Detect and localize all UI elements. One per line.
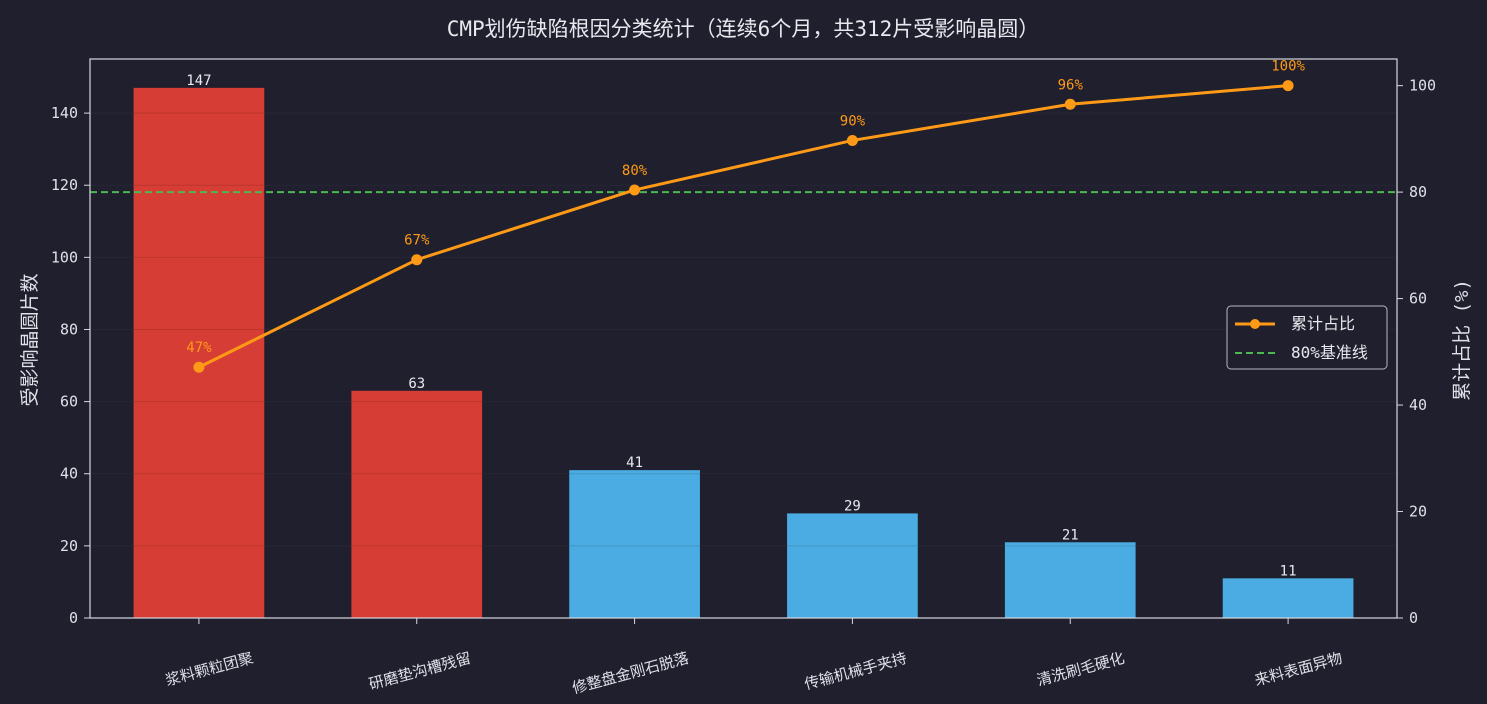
y-tick-label: 60 xyxy=(60,393,78,411)
bar-value-label: 21 xyxy=(1062,527,1079,543)
bars: 147 63 41 29 21 11 xyxy=(90,73,1397,618)
legend-marker-swatch xyxy=(1250,319,1260,329)
cumulative-line xyxy=(198,84,1289,369)
y2-tick-label: 80 xyxy=(1409,183,1427,201)
x-tick-label: 清洗刷毛硬化 xyxy=(1035,649,1127,690)
y-tick-label: 100 xyxy=(51,248,78,266)
cumulative-percent-label: 80% xyxy=(622,163,648,179)
bar xyxy=(569,470,700,618)
bar xyxy=(1004,542,1136,618)
y2-tick-label: 40 xyxy=(1409,396,1427,414)
y-tick-label: 40 xyxy=(60,465,78,483)
y2-axis-label: 累计占比 (%) xyxy=(1451,279,1473,401)
cumulative-percent-label: 47% xyxy=(186,340,212,356)
x-tick-label: 来料表面异物 xyxy=(1253,649,1345,690)
bar-value-label: 63 xyxy=(408,376,425,392)
y2-tick-label: 20 xyxy=(1409,503,1427,521)
plot-frame xyxy=(89,58,1398,619)
x-tick-label: 浆料颗粒团聚 xyxy=(164,649,256,690)
cumulative-percent-label: 67% xyxy=(404,233,430,249)
cumulative-percent-label: 90% xyxy=(840,113,866,129)
cumulative-point xyxy=(1282,80,1294,92)
y2-tick-label: 100 xyxy=(1409,77,1436,95)
y-tick-label: 0 xyxy=(69,609,78,627)
y2-tick-label: 0 xyxy=(1409,609,1418,627)
cumulative-point xyxy=(629,184,641,196)
y-tick-label: 80 xyxy=(60,320,78,338)
y2-tick-label: 60 xyxy=(1409,290,1427,308)
cumulative-point xyxy=(411,254,423,266)
grid-lines xyxy=(90,112,1397,619)
cumulative-line-layer: 47% 67% 80% 90% 96% 100% xyxy=(186,59,1306,373)
bar-value-label: 11 xyxy=(1280,563,1297,579)
bar-value-label: 41 xyxy=(626,455,643,471)
bar-value-label: 147 xyxy=(186,73,211,89)
legend-label-reference: 80%基准线 xyxy=(1291,343,1368,362)
cumulative-percent-label: 100% xyxy=(1271,59,1305,75)
legend: 累计占比 80%基准线 xyxy=(1226,305,1388,370)
y-tick-label: 140 xyxy=(51,104,78,122)
cumulative-point xyxy=(846,134,858,146)
y-axis-label: 受影响晶圆片数 xyxy=(19,273,41,406)
bar xyxy=(351,390,483,618)
bar xyxy=(133,87,265,618)
x-tick-label: 传输机械手夹持 xyxy=(803,649,909,694)
cumulative-percent-label: 96% xyxy=(1058,77,1084,93)
cumulative-point xyxy=(1064,98,1076,110)
x-tick-label: 修整盘金刚石脱落 xyxy=(570,649,691,697)
bar-value-label: 29 xyxy=(844,498,861,514)
bar xyxy=(1222,578,1354,618)
bar xyxy=(787,513,918,618)
y-tick-label: 20 xyxy=(60,537,78,555)
cumulative-point xyxy=(193,361,205,373)
legend-label-cumulative: 累计占比 xyxy=(1291,314,1355,333)
chart-title: CMP划伤缺陷根因分类统计（连续6个月，共312片受影响晶圆） xyxy=(447,17,1040,41)
y-tick-label: 120 xyxy=(51,176,78,194)
legend-box xyxy=(1226,305,1388,370)
x-tick-label: 研磨垫沟槽残留 xyxy=(367,649,473,694)
